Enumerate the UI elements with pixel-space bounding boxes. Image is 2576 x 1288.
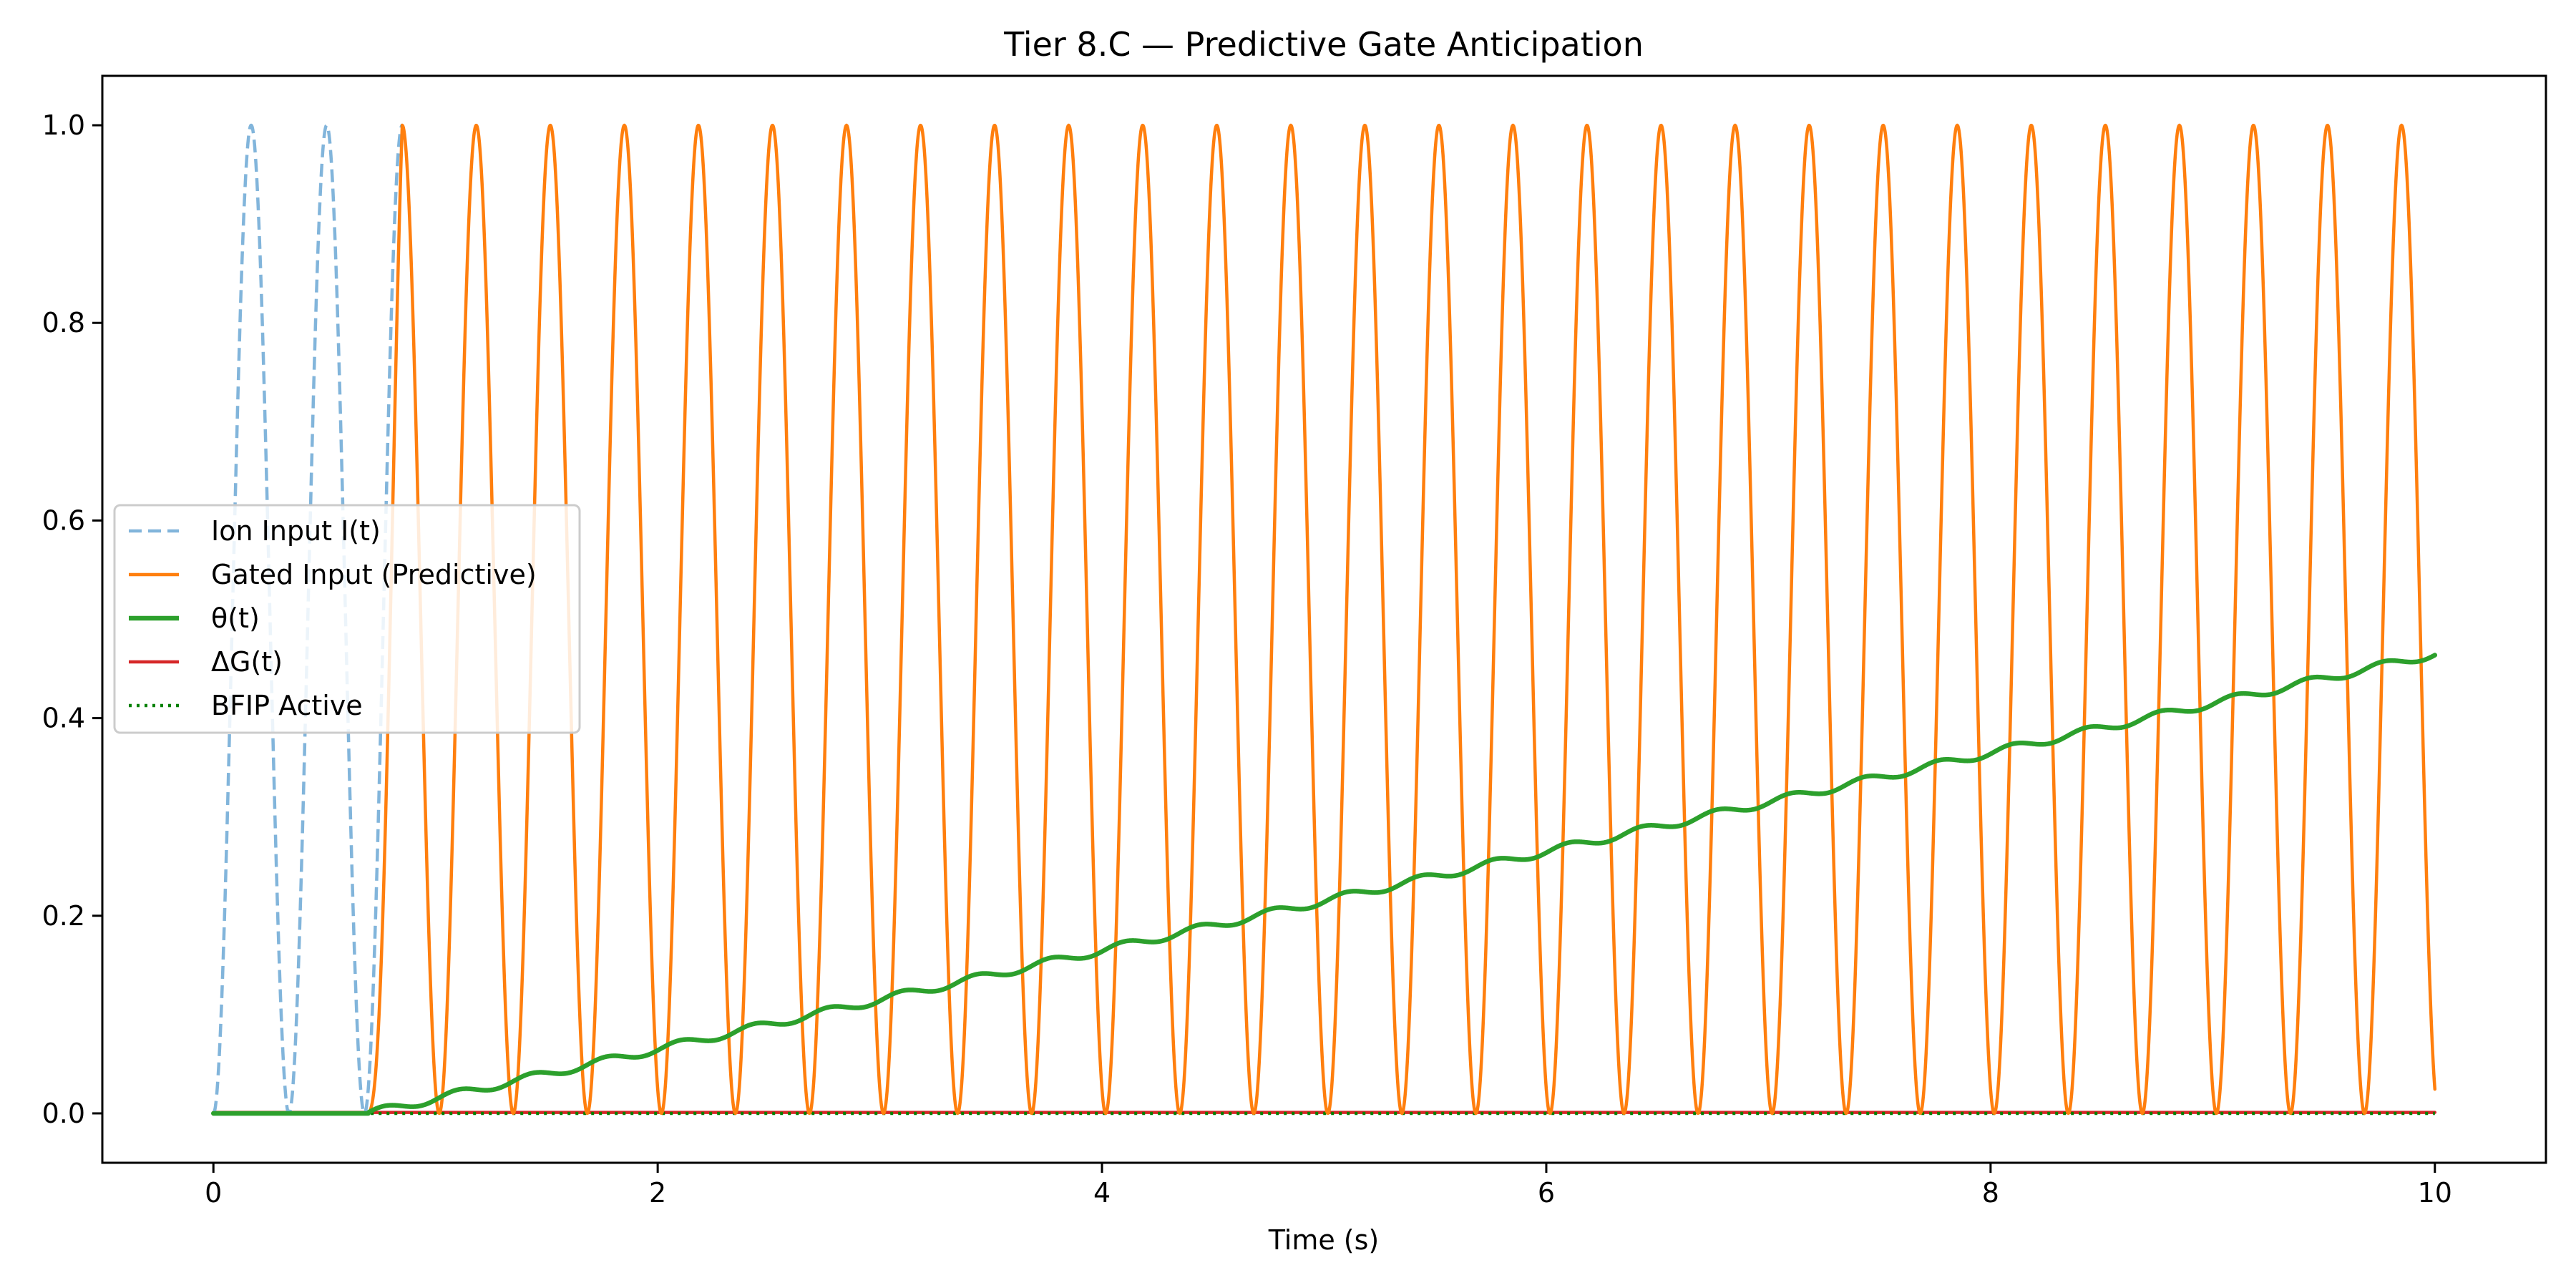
legend-entries: Ion Input I(t) Gated Input (Predictive) θ(…: [129, 515, 537, 721]
x-tick-label: 0: [205, 1177, 222, 1209]
y-axis: 0.0 0.2 0.4 0.6 0.8 1.0: [42, 109, 102, 1129]
legend-label: Ion Input I(t): [211, 515, 381, 547]
y-tick-label: 0.4: [42, 703, 85, 734]
x-tick-label: 4: [1093, 1177, 1111, 1209]
legend-label: θ(t): [211, 602, 260, 634]
legend-box: [113, 504, 581, 734]
legend: Ion Input I(t) Gated Input (Predictive) θ(…: [113, 504, 581, 734]
series-line-1: [211, 123, 2437, 1116]
plot-frame: [101, 74, 2547, 1164]
x-tick-label: 10: [2418, 1177, 2452, 1209]
y-tick-label: 0.8: [42, 307, 85, 338]
x-tick-label: 6: [1538, 1177, 1555, 1209]
x-tick-label: 8: [1982, 1177, 1999, 1209]
series-line-2: [210, 653, 2438, 1116]
y-tick-label: 1.0: [42, 109, 85, 141]
x-axis: 0 2 4 6 8 10: [205, 1163, 2452, 1209]
legend-label: ΔG(t): [211, 646, 283, 678]
y-tick-label: 0.6: [42, 504, 85, 536]
legend-label: Gated Input (Predictive): [211, 559, 537, 590]
y-tick-label: 0.0: [42, 1098, 85, 1129]
x-axis-label: Time (s): [1268, 1224, 1380, 1256]
y-tick-label: 0.2: [42, 900, 85, 932]
x-tick-label: 2: [649, 1177, 666, 1209]
chart-title: Tier 8.C — Predictive Gate Anticipation: [1003, 25, 1644, 64]
legend-label: BFIP Active: [211, 690, 363, 721]
